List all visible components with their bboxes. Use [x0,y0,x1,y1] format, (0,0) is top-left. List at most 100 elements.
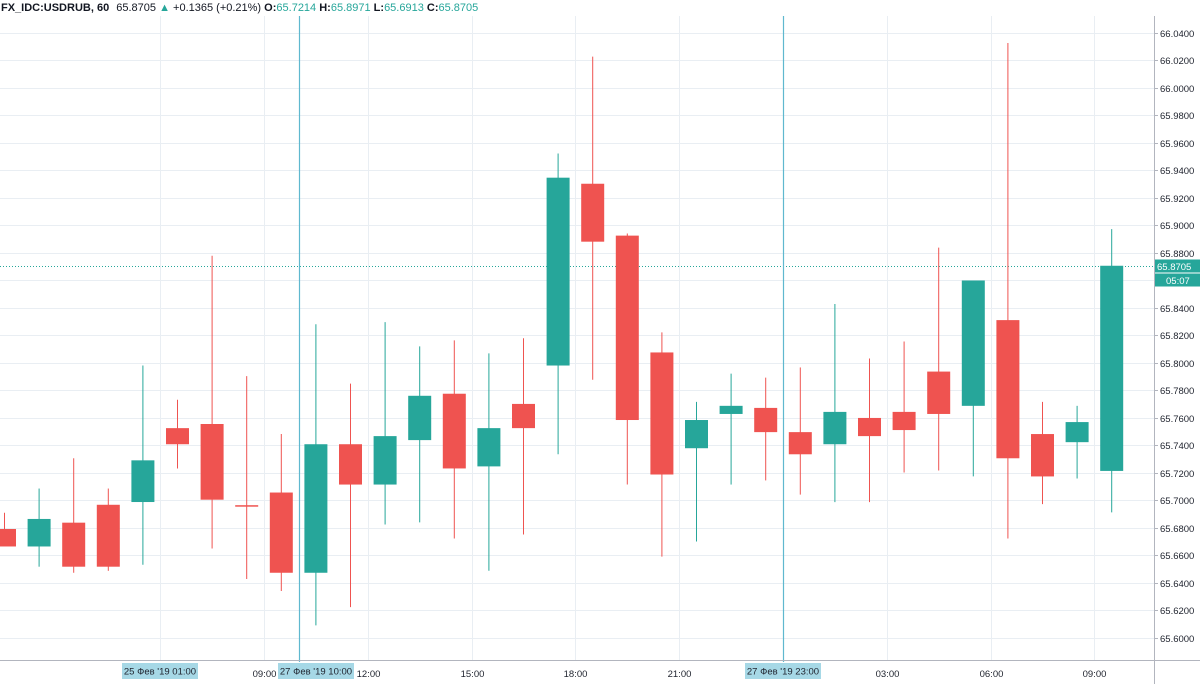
candle-down[interactable] [339,383,362,608]
candle-up[interactable] [823,304,847,503]
candle-body [62,522,86,567]
candle-up[interactable] [27,488,51,567]
candle-body [131,460,155,503]
candle-down[interactable] [788,367,812,495]
candle-body [892,411,916,431]
crosshair-time-label-bg [745,663,821,679]
grid [0,16,1154,660]
crosshair-time-label-bg [278,663,354,679]
candle-down[interactable] [269,434,293,592]
y-tick-label: 65.6400 [1160,579,1194,590]
x-tick-label: 06:00 [980,669,1004,680]
y-tick-label: 65.7400 [1160,441,1194,452]
x-tick-label: 09:00 [253,669,277,680]
candle-down[interactable] [235,376,259,579]
crosshair-time-label-text: 27 Фев '19 23:00 [747,667,819,678]
crosshair-overlay [298,16,785,662]
high-value: 65.8971 [330,2,371,14]
candle-body [685,420,708,449]
crosshair-time-label-text: 25 Фев '19 01:00 [124,667,196,678]
y-tick-label: 65.6000 [1160,634,1194,645]
candle-body [200,424,224,500]
change-arrow-icon: ▲ [159,2,170,14]
crosshair-time-label: 27 Фев '19 10:00 [278,663,354,679]
x-tick-label: 12:00 [357,669,381,680]
close-label: C: [426,2,439,14]
y-tick-label: 65.6600 [1160,551,1194,562]
y-tick-label: 65.9400 [1160,166,1194,177]
candle-down[interactable] [166,399,189,469]
candle-down[interactable] [581,56,605,380]
candle-down[interactable] [62,458,86,573]
x-tick-label: 15:00 [461,669,485,680]
close-value: 65.8705 [438,2,479,14]
candle-body [408,395,432,441]
y-tick-label: 65.6200 [1160,606,1194,617]
symbol-legend: FX_IDC:USDRUB, 60 65.8705 ▲ +0.1365 (+0.… [1,1,478,15]
y-tick-label: 65.8200 [1160,331,1194,342]
candle-body [235,505,259,507]
axes: 66.0400 66.0200 66.0000 65.9800 65.9600 65.94… [0,16,1200,684]
candle-body [0,528,16,547]
candle-up[interactable] [1100,229,1124,513]
candle-down[interactable] [200,255,224,549]
candle-up[interactable] [304,324,328,626]
candle-body [1065,422,1089,443]
candle-down[interactable] [512,338,535,535]
candle-down[interactable] [0,512,16,547]
y-tick-label: 65.9600 [1160,139,1194,150]
candle-up[interactable] [408,346,432,523]
crosshair-time-label: 27 Фев '19 23:00 [745,663,821,679]
x-tick-label: 21:00 [668,669,692,680]
candle-down[interactable] [996,42,1020,539]
price-badge-bg [1155,259,1200,273]
y-tick-label: 66.0400 [1160,29,1194,40]
candle-body [650,352,674,475]
candle-body [27,518,51,547]
candle-body [615,235,639,421]
candle-body [546,177,570,366]
open-value: 65.7214 [276,2,317,14]
candle-up[interactable] [961,280,985,477]
candle-down[interactable] [650,332,674,557]
candle-up[interactable] [685,401,708,542]
candle-up[interactable] [131,365,155,565]
current-price-badge: 65.8705 05:07 [1155,259,1200,287]
candle-down[interactable] [892,341,916,473]
candle-body [166,428,189,445]
candle-down[interactable] [858,358,881,503]
low-value: 65.6913 [384,2,424,14]
candle-down[interactable] [442,340,466,539]
y-tick-label: 65.8400 [1160,304,1194,315]
y-tick-label: 65.9000 [1160,221,1194,232]
candle-body [339,444,362,485]
x-tick-label: 03:00 [876,669,900,680]
y-tick-label: 65.7800 [1160,386,1194,397]
candle-up[interactable] [546,153,570,455]
candle-body [96,504,120,567]
candle-down[interactable] [96,488,120,571]
candle-down[interactable] [927,247,951,471]
x-tick-label: 09:00 [1083,669,1107,680]
candle-body [1031,434,1054,477]
candle-up[interactable] [373,322,397,525]
symbol-label[interactable]: FX_IDC:USDRUB, 60 [1,2,110,14]
candle-up[interactable] [1065,405,1089,479]
low-label: L: [373,2,385,14]
candle-body [581,183,605,242]
y-tick-label: 65.9800 [1160,111,1194,122]
candle-up[interactable] [719,373,743,485]
y-tick-label: 65.6800 [1160,524,1194,535]
candle-body [269,492,293,573]
y-tick-label: 65.8000 [1160,359,1194,370]
y-tick-label: 65.8800 [1160,249,1194,260]
crosshair-time-label-bg [122,663,198,679]
candle-up[interactable] [477,353,501,571]
candle-body [858,417,881,437]
open-label: O: [264,2,277,14]
candle-down[interactable] [754,377,778,481]
candle-down[interactable] [1031,401,1054,505]
candle-down[interactable] [615,233,639,485]
